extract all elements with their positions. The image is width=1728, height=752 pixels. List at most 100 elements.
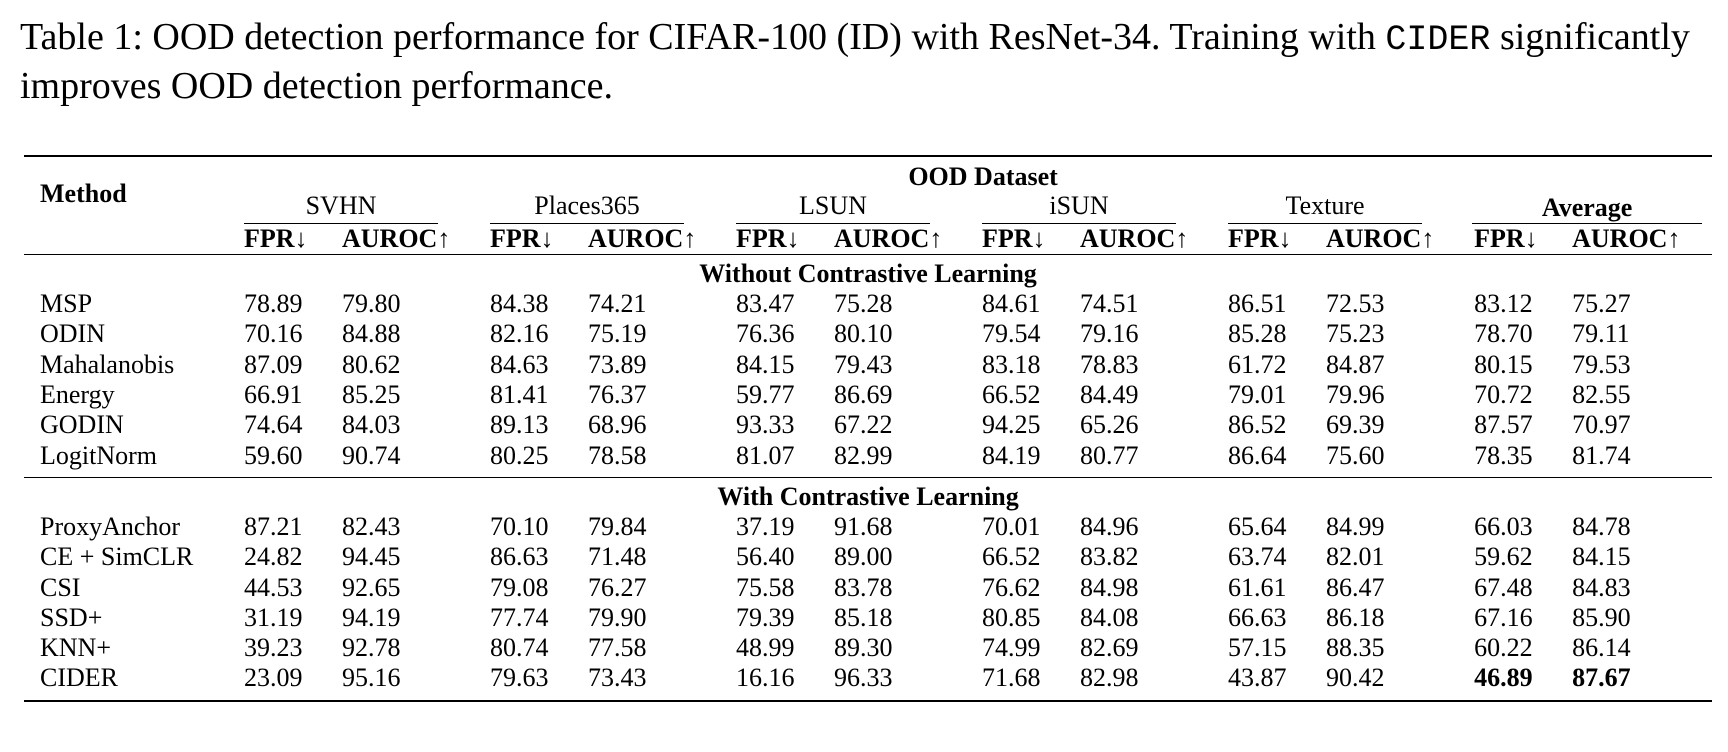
caption-suffix: significantly improves OOD detection per… (20, 16, 1690, 107)
fpr-cell: 61.61 (1228, 572, 1287, 602)
table-row: CE + SimCLR 24.82 94.45 86.63 71.48 56.40 89.0… (24, 542, 1712, 572)
auroc-cell: 69.39 (1326, 410, 1385, 440)
auroc-cell: 94.45 (342, 542, 401, 572)
fpr-cell: 74.99 (982, 633, 1041, 663)
auroc-cell: 84.99 (1326, 511, 1385, 541)
fpr-cell: 74.64 (244, 410, 303, 440)
fpr-cell: 57.15 (1228, 633, 1287, 663)
dataset-header-places365: Places365 (464, 191, 710, 224)
auroc-cell: 75.60 (1302, 440, 1449, 478)
auroc-cell: 84.15 (1572, 542, 1631, 572)
fpr-cell: 79.54 (982, 319, 1041, 349)
fpr-cell: 67.48 (1474, 572, 1533, 602)
table-row: ProxyAnchor 87.21 82.43 70.10 79.84 37.19 91.6… (24, 512, 1712, 542)
method-cell: Energy (40, 380, 115, 410)
fpr-cell: 43.87 (1202, 663, 1302, 702)
fpr-cell: 86.51 (1228, 289, 1287, 319)
auroc-cell: 82.69 (1080, 633, 1139, 663)
fpr-cell: 66.91 (244, 380, 303, 410)
header-row-datasets: Method SVHN Places365 LSUN iSUN Texture (24, 179, 1712, 224)
fpr-cell: 59.77 (736, 380, 795, 410)
auroc-cell: 79.90 (588, 602, 647, 632)
metric-header-auroc-lsun: AUROC↑ (810, 224, 956, 255)
fpr-cell: 23.09 (218, 663, 318, 702)
auroc-cell: 87.67 (1548, 663, 1713, 702)
auroc-cell: 67.22 (834, 410, 893, 440)
caption-method-name: CIDER (1385, 20, 1491, 60)
dataset-header-svhn: SVHN (218, 191, 464, 224)
auroc-cell: 82.98 (1056, 663, 1202, 702)
fpr-cell: 85.28 (1228, 319, 1287, 349)
fpr-cell: 86.63 (490, 542, 549, 572)
fpr-cell: 66.63 (1228, 602, 1287, 632)
auroc-cell: 86.69 (834, 380, 893, 410)
method-cell: MSP (40, 289, 93, 319)
fpr-cell: 78.70 (1474, 319, 1533, 349)
fpr-cell: 46.89 (1448, 663, 1549, 702)
results-body: Without Contrastive Learning MSP 78.89 79.8… (24, 255, 1713, 702)
auroc-cell: 84.03 (342, 410, 401, 440)
auroc-cell: 71.48 (588, 542, 647, 572)
auroc-cell: 85.90 (1572, 602, 1631, 632)
auroc-cell: 80.62 (342, 349, 401, 379)
fpr-cell: 71.68 (956, 663, 1056, 702)
auroc-cell: 92.78 (342, 633, 401, 663)
metric-header-fpr-texture: FPR↓ (1202, 224, 1302, 255)
fpr-cell: 94.25 (982, 410, 1041, 440)
auroc-cell: 76.37 (588, 380, 647, 410)
fpr-cell: 80.25 (464, 440, 564, 478)
auroc-cell: 82.01 (1326, 542, 1385, 572)
table-row: CSI 44.53 92.65 79.08 76.27 75.58 83.78 76.62 84… (24, 572, 1712, 602)
auroc-cell: 72.53 (1326, 289, 1385, 319)
auroc-cell: 89.00 (834, 542, 893, 572)
dataset-header-lsun: LSUN (710, 191, 956, 224)
auroc-cell: 84.49 (1080, 380, 1139, 410)
fpr-cell: 79.63 (464, 663, 564, 702)
table-caption: Table 1: OOD detection performance for C… (20, 14, 1720, 109)
fpr-cell: 84.38 (490, 289, 549, 319)
fpr-cell: 83.12 (1474, 289, 1533, 319)
table-row: ODIN 70.16 84.88 82.16 75.19 76.36 80.10 79.54 7… (24, 319, 1712, 349)
auroc-cell: 84.98 (1080, 572, 1139, 602)
auroc-cell: 84.87 (1326, 349, 1385, 379)
fpr-cell: 84.63 (490, 349, 549, 379)
auroc-cell: 86.14 (1572, 633, 1631, 663)
average-header: Average (1448, 156, 1712, 224)
ood-dataset-header: OOD Dataset (908, 162, 1058, 191)
header-row-ood: OOD Dataset Average (24, 156, 1713, 224)
table-row: SSD+ 31.19 94.19 77.74 79.90 79.39 85.18 80.85 8… (24, 603, 1712, 633)
fpr-cell: 66.52 (982, 542, 1041, 572)
fpr-cell: 37.19 (736, 511, 795, 541)
method-cell: ProxyAnchor (40, 511, 181, 541)
fpr-cell: 59.62 (1474, 542, 1533, 572)
fpr-cell: 39.23 (244, 633, 303, 663)
method-cell: GODIN (40, 410, 124, 440)
auroc-cell: 74.21 (588, 289, 647, 319)
fpr-cell: 75.58 (736, 572, 795, 602)
fpr-cell: 31.19 (244, 602, 303, 632)
method-cell: CIDER (24, 663, 218, 702)
fpr-cell: 93.33 (736, 410, 795, 440)
results-table: OOD Dataset Average Method SVHN Places36… (24, 155, 1713, 702)
table-row: Energy 66.91 85.25 81.41 76.37 59.77 86.69 66.5… (24, 380, 1712, 410)
auroc-cell: 80.10 (834, 319, 893, 349)
fpr-cell: 80.74 (490, 633, 549, 663)
results-table-wrapper: OOD Dataset Average Method SVHN Places36… (24, 155, 1713, 702)
table-row: GODIN 74.64 84.03 89.13 68.96 93.33 67.22 94.25… (24, 410, 1712, 440)
auroc-cell: 79.43 (834, 349, 893, 379)
method-cell: CSI (40, 572, 81, 602)
auroc-cell: 65.26 (1080, 410, 1139, 440)
auroc-cell: 88.35 (1326, 633, 1385, 663)
auroc-cell: 96.33 (810, 663, 956, 702)
auroc-cell: 85.25 (342, 380, 401, 410)
auroc-cell: 79.16 (1080, 319, 1139, 349)
auroc-cell: 94.19 (342, 602, 401, 632)
fpr-cell: 70.10 (490, 511, 549, 541)
auroc-cell: 92.65 (342, 572, 401, 602)
metric-header-auroc-isun: AUROC↑ (1056, 224, 1202, 255)
fpr-cell: 77.74 (490, 602, 549, 632)
fpr-cell: 70.16 (244, 319, 303, 349)
method-cell: ODIN (40, 319, 105, 349)
auroc-cell: 77.58 (588, 633, 647, 663)
auroc-cell: 78.83 (1080, 349, 1139, 379)
